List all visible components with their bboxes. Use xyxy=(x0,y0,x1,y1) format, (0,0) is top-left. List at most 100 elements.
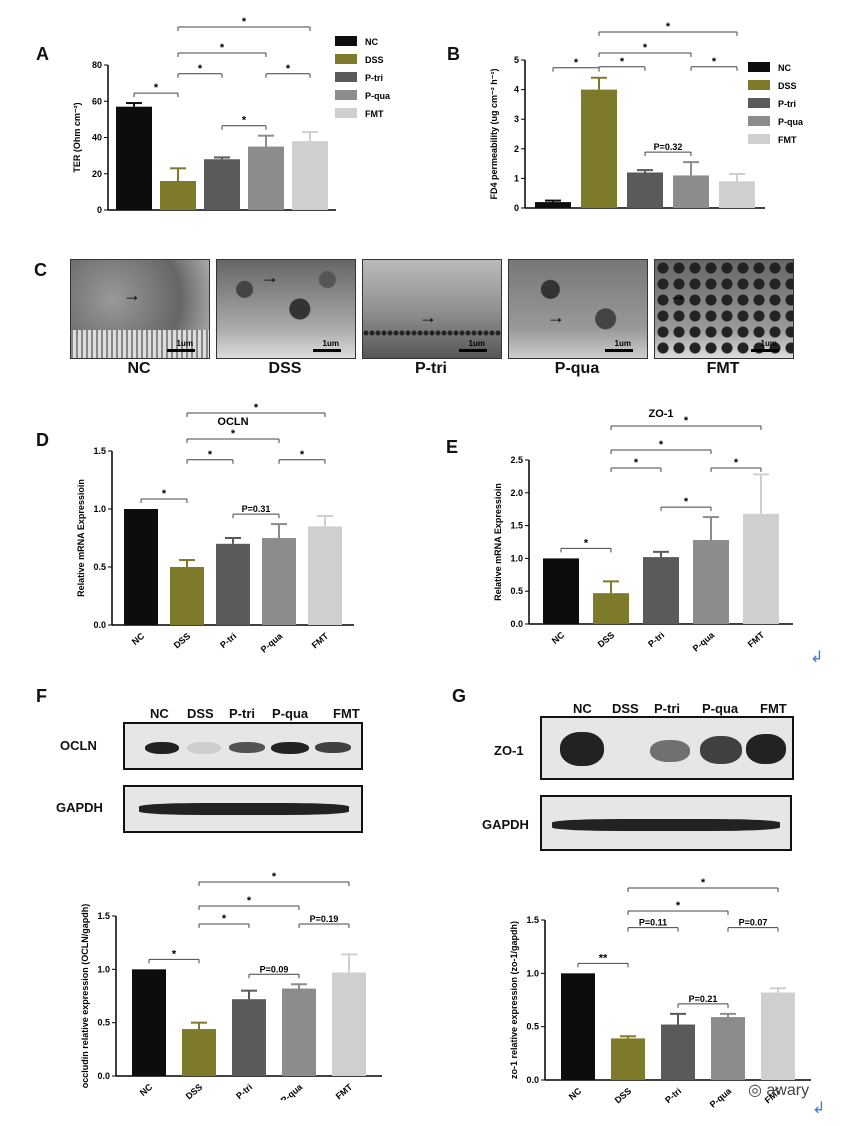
legend-swatch xyxy=(748,116,770,126)
lane-label-dss: DSS xyxy=(187,706,214,721)
x-tick-label: P-qua xyxy=(279,1081,305,1100)
y-tick-label: 3 xyxy=(514,114,519,124)
significance-label: P=0.21 xyxy=(689,994,718,1004)
blot-band xyxy=(187,742,221,754)
return-arrow-icon: ↲ xyxy=(812,1100,826,1117)
blot-band xyxy=(746,734,786,764)
y-tick-label: 60 xyxy=(92,96,102,106)
scale-bar xyxy=(313,349,341,352)
significance-label: * xyxy=(684,496,689,508)
blot-band xyxy=(271,742,309,754)
legend-swatch xyxy=(748,62,770,72)
panel-label-e: E xyxy=(446,437,459,457)
x-tick-label: DSS xyxy=(184,1082,205,1100)
significance-label: * xyxy=(620,56,625,68)
scale-bar-label: 1um xyxy=(468,339,485,348)
blot-band xyxy=(139,803,349,815)
micrograph-nc: → 1um xyxy=(70,259,210,359)
significance-label: * xyxy=(254,402,259,414)
bar-fmt xyxy=(308,526,342,625)
bar-dss xyxy=(611,1038,645,1080)
significance-label: P=0.32 xyxy=(654,142,683,152)
x-tick-label: DSS xyxy=(172,631,193,651)
blot-row-label-gapdh: GAPDH xyxy=(56,800,103,815)
x-tick-label: P-tri xyxy=(218,631,238,650)
scale-bar-label: 1um xyxy=(760,339,777,348)
lane-label-dss: DSS xyxy=(612,701,639,716)
bar-nc xyxy=(124,509,158,625)
x-tick-label: NC xyxy=(130,631,147,647)
x-tick-label: DSS xyxy=(596,630,617,650)
significance-label: P=0.09 xyxy=(260,964,289,974)
bar-p-tri xyxy=(661,1024,695,1080)
x-tick-label: P-tri xyxy=(234,1082,254,1100)
legend-swatch xyxy=(748,80,770,90)
lane-label-p-qua: P-qua xyxy=(702,701,739,716)
scale-bar-label: 1um xyxy=(322,339,339,348)
bar-dss xyxy=(593,593,629,624)
x-tick-label: NC xyxy=(567,1086,584,1102)
micrograph-label-fmt: FMT xyxy=(706,360,740,377)
micrograph-p-qua: → 1um xyxy=(508,259,648,359)
scale-bar xyxy=(167,349,195,352)
x-tick-label: DSS xyxy=(613,1086,634,1106)
y-tick-label: 1 xyxy=(514,173,519,183)
panel-label-c: C xyxy=(34,260,47,280)
y-tick-label: 0.5 xyxy=(97,1018,110,1028)
legend-swatch xyxy=(335,90,357,100)
significance-label: * xyxy=(300,449,305,461)
gapdh-blot-strip-g xyxy=(540,795,792,851)
y-tick-label: 0.0 xyxy=(93,620,106,630)
significance-label: * xyxy=(634,457,639,469)
legend-label: FMT xyxy=(778,135,797,145)
gapdh-blot-strip-f xyxy=(123,785,363,833)
legend-swatch xyxy=(748,98,770,108)
bar-p-qua xyxy=(673,175,709,208)
lane-label-nc: NC xyxy=(150,706,169,721)
bar-nc xyxy=(561,973,595,1080)
significance-label: * xyxy=(172,948,177,960)
y-tick-label: 20 xyxy=(92,169,102,179)
arrow-icon: → xyxy=(669,285,687,305)
x-tick-label: P-qua xyxy=(259,630,285,654)
significance-label: P=0.11 xyxy=(639,918,667,928)
significance-label: * xyxy=(247,895,252,907)
significance-label: ** xyxy=(599,952,608,964)
significance-label: * xyxy=(286,63,291,75)
y-tick-label: 4 xyxy=(514,85,519,95)
y-tick-label: 0 xyxy=(97,205,102,215)
bar-dss xyxy=(160,181,196,210)
chart-e: 0.0 0.5 1.0 1.5 2.0 2.5 Relative mRNA Expressi… xyxy=(493,408,793,654)
x-tick-label: P-tri xyxy=(646,630,666,649)
scale-bar-label: 1um xyxy=(176,339,193,348)
y-tick-label: 2.0 xyxy=(510,488,523,498)
lane-label-fmt: FMT xyxy=(333,706,360,721)
arrow-icon: → xyxy=(261,267,279,287)
y-tick-label: 0.0 xyxy=(526,1075,539,1085)
legend-label: FMT xyxy=(365,109,384,119)
bar-p-qua xyxy=(711,1017,745,1080)
panel-label-b: B xyxy=(447,44,460,64)
chart-f: 0.0 0.5 1.0 1.5 occludin relative expression… xyxy=(80,871,382,1100)
bar-nc xyxy=(535,202,571,208)
blot-band xyxy=(650,740,690,762)
y-tick-label: 80 xyxy=(92,60,102,70)
bar-p-qua xyxy=(262,538,296,625)
blot-band xyxy=(700,736,742,764)
x-tick-label: FMT xyxy=(310,631,331,651)
chart-g: 0.0 0.5 1.0 1.5 zo-1 relative expression (zo… xyxy=(509,877,811,1110)
significance-label: P=0.19 xyxy=(310,914,339,924)
y-tick-label: 0.5 xyxy=(93,562,106,572)
y-axis-label: Relative mRNA Expressioin xyxy=(76,479,86,597)
return-arrow-icon: ↲ xyxy=(810,649,824,666)
zo-1-blot-strip xyxy=(540,716,794,780)
x-tick-label: FMT xyxy=(334,1082,355,1100)
micrograph-fmt: → 1um xyxy=(654,259,794,359)
legend-label: P-qua xyxy=(365,91,391,101)
micrograph-label-p-tri: P-tri xyxy=(415,360,447,377)
legend-label: P-qua xyxy=(778,117,804,127)
lane-label-p-tri: P-tri xyxy=(229,706,255,721)
significance-label: * xyxy=(231,428,236,440)
y-axis-label: zo-1 relative expression (zo-1/gapdh) xyxy=(509,921,519,1079)
y-tick-label: 1.5 xyxy=(93,446,106,456)
